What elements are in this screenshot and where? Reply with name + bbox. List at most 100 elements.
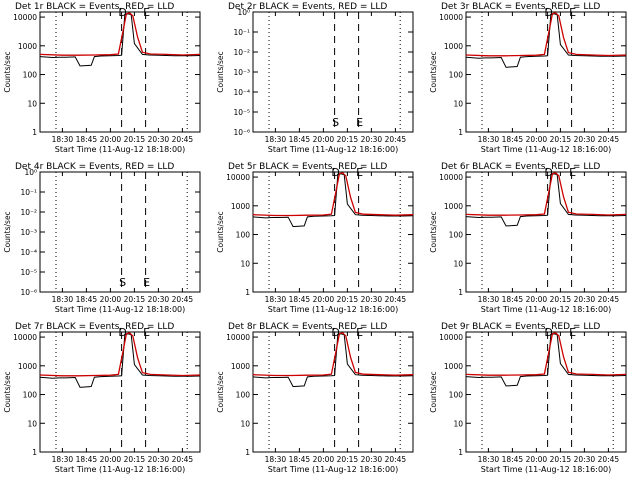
y-tick-label: 1000 [444,362,463,371]
y-tick-label: 1 [458,128,463,137]
x-axis-label: Start Time (11-Aug-12 18:16:00) [481,305,612,314]
plot-frame [39,171,201,293]
x-tick-label: 20:30 [148,135,170,144]
panel-title: Det 8r BLACK = Events, RED = LLD [228,322,387,332]
y-tick-label: 10⁰ [24,168,37,177]
plot-frame [465,11,627,133]
x-tick-label: 20:30 [148,295,170,304]
x-tick-label: 20:45 [385,135,407,144]
y-tick-label: 100 [236,231,251,240]
x-tick-label: 20:15 [337,455,359,464]
y-axis-label: Counts/sec [216,371,225,412]
y-tick-label: 1000 [18,362,37,371]
interval-marker-label: E [143,326,150,339]
interval-marker-label: E [356,116,363,129]
panel-2: Det 2r BLACK = Events, RED = LLD 18:30 18:… [216,2,414,154]
x-tick-label: 20:30 [148,455,170,464]
plot-frame [252,331,414,453]
y-tick-label: 1000 [231,362,250,371]
x-tick-label: 20:45 [172,295,194,304]
y-tick-label: 10⁻² [20,208,37,217]
y-tick-label: 10⁻¹ [20,188,37,197]
x-tick-label: 20:00 [100,135,122,144]
panel-3: Det 3r BLACK = Events, RED = LLD 18:30 18:… [429,2,627,154]
events-series-line [252,333,414,387]
x-tick-label: 18:45 [76,455,98,464]
y-tick-label: 10000 [13,13,37,22]
x-tick-label: 20:00 [313,295,335,304]
lld-series-line [465,172,627,216]
x-tick-label: 20:30 [574,135,596,144]
y-axis-label: Counts/sec [429,211,438,252]
x-tick-label: 18:30 [478,455,500,464]
x-tick-label: 20:15 [550,135,572,144]
y-tick-label: 10⁻⁵ [20,268,37,277]
panel-1: Det 1r BLACK = Events, RED = LLD 18:30 18:… [3,2,201,154]
panel-7: Det 7r BLACK = Events, RED = LLD 18:30 18:… [3,322,201,474]
interval-marker-label: E [143,276,150,289]
x-tick-label: 20:00 [313,455,335,464]
events-series-line [465,13,627,68]
x-axis-label: Start Time (11-Aug-12 18:16:00) [481,145,612,154]
panel-title: Det 3r BLACK = Events, RED = LLD [441,2,600,12]
x-tick-label: 18:30 [478,135,500,144]
y-tick-label: 10000 [13,333,37,342]
x-tick-label: 18:45 [76,135,98,144]
y-tick-label: 10⁰ [237,8,250,17]
x-tick-label: 20:30 [361,135,383,144]
events-series-line [39,13,201,67]
panel-6: Det 6r BLACK = Events, RED = LLD 18:30 18:… [429,162,627,314]
y-tick-label: 100 [449,71,464,80]
x-tick-label: 20:45 [385,455,407,464]
x-tick-label: 18:45 [289,455,311,464]
x-tick-label: 20:15 [124,455,146,464]
y-tick-label: 1 [458,288,463,297]
interval-marker-label: S [119,276,126,289]
interval-marker-label: D [544,326,552,339]
interval-marker-label: D [544,6,552,19]
y-tick-label: 10 [240,419,250,428]
x-tick-label: 18:45 [289,295,311,304]
lld-series-line [39,12,201,56]
x-tick-label: 18:45 [502,135,524,144]
y-axis-label: Counts/sec [216,211,225,252]
y-axis-label: Counts/sec [3,51,12,92]
x-tick-label: 18:30 [52,455,74,464]
events-series-line [465,333,627,387]
events-series-line [39,333,201,388]
y-tick-label: 10⁻⁶ [233,128,250,137]
x-tick-label: 18:45 [76,295,98,304]
y-tick-label: 10000 [226,173,250,182]
panel-9: Det 9r BLACK = Events, RED = LLD 18:30 18:… [429,322,627,474]
y-tick-label: 100 [449,231,464,240]
y-tick-label: 10 [27,99,37,108]
x-tick-label: 18:45 [502,455,524,464]
lld-series-line [252,172,414,217]
x-tick-label: 18:30 [52,135,74,144]
interval-marker-label: E [356,326,363,339]
plot-frame [252,11,414,133]
plot-frame [39,11,201,133]
y-tick-label: 10000 [439,173,463,182]
y-tick-label: 10000 [439,333,463,342]
x-tick-label: 18:45 [289,135,311,144]
interval-marker-label: D [118,326,126,339]
x-tick-label: 20:30 [361,295,383,304]
y-tick-label: 10 [453,419,463,428]
x-tick-label: 20:30 [361,455,383,464]
x-axis-label: Start Time (11-Aug-12 18:18:00) [55,305,186,314]
y-tick-label: 10000 [226,333,250,342]
interval-marker-label: E [569,166,576,179]
x-tick-label: 20:00 [100,455,122,464]
x-axis-label: Start Time (11-Aug-12 18:18:00) [55,145,186,154]
interval-marker-label: E [569,6,576,19]
y-tick-label: 100 [236,391,251,400]
plot-frame [465,171,627,293]
panel-5: Det 5r BLACK = Events, RED = LLD 18:30 18:… [216,162,414,314]
y-tick-label: 10⁻¹ [233,28,250,37]
lld-series-line [252,332,414,377]
y-tick-label: 1000 [444,202,463,211]
plot-frame [252,171,414,293]
x-tick-label: 20:45 [172,135,194,144]
